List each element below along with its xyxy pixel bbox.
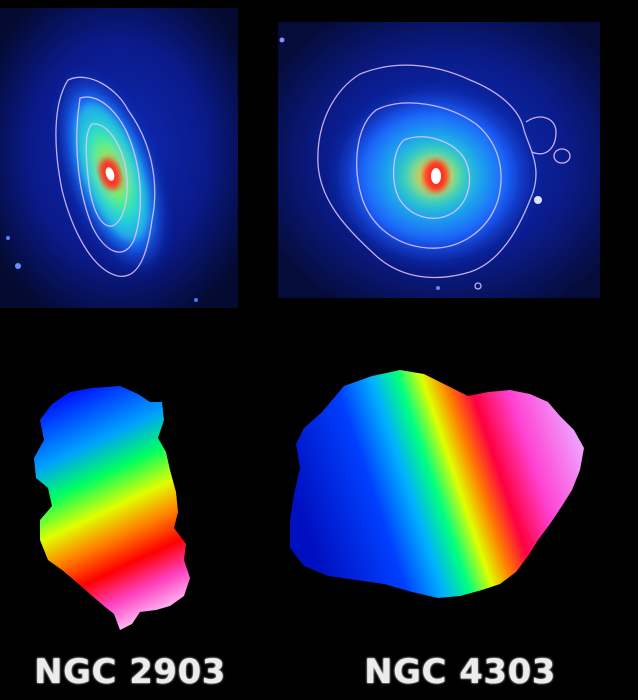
velocity-map-right [290, 370, 584, 598]
velocity-map-left [34, 386, 190, 630]
caption-ngc-4303: NGC 4303 [364, 652, 556, 692]
intensity-map-left [0, 8, 238, 308]
caption-ngc-2903: NGC 2903 [34, 652, 226, 692]
intensity-map-right [278, 22, 600, 298]
